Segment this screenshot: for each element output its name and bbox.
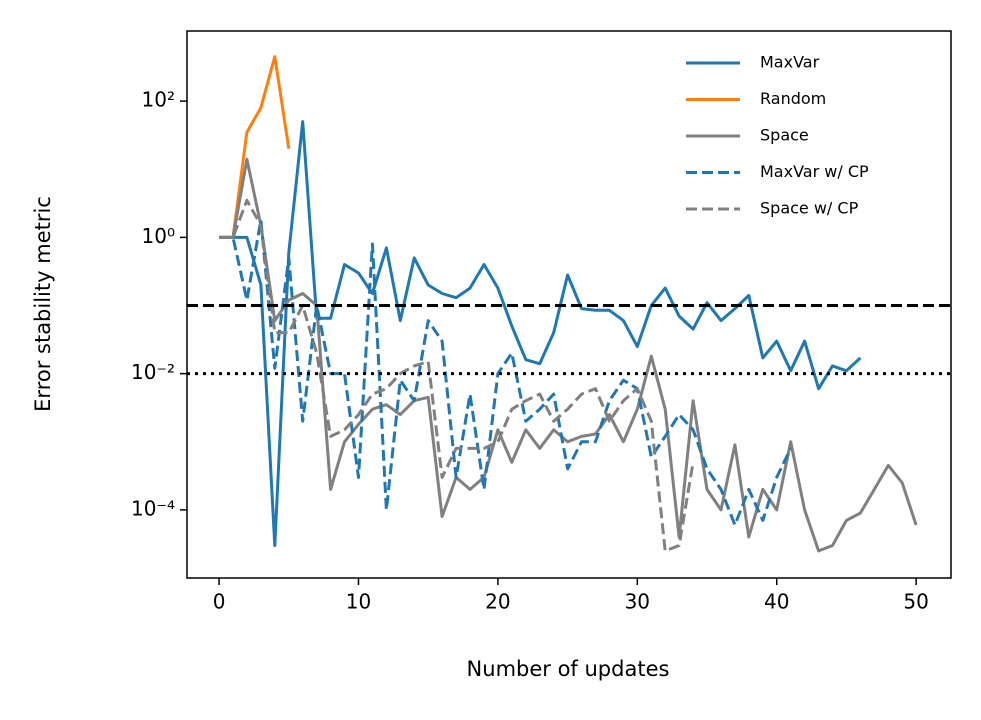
x-tick-label: 50 <box>903 590 928 614</box>
x-axis-label: Number of updates <box>467 657 670 681</box>
legend-label: Space w/ CP <box>760 199 859 218</box>
plot-frame <box>186 30 952 579</box>
legend-label: MaxVar <box>760 53 820 72</box>
y-tick-label: 10⁻² <box>131 360 175 384</box>
series-line <box>219 120 862 547</box>
legend-label: MaxVar w/ CP <box>760 162 869 181</box>
y-tick-label: 10² <box>142 88 175 112</box>
series-line <box>219 157 918 553</box>
x-tick-label: 20 <box>485 590 510 614</box>
y-axis-label: Error stability metric <box>31 196 55 412</box>
legend-label: Space <box>760 126 809 145</box>
x-tick-label: 10 <box>346 590 371 614</box>
series-line <box>231 55 291 238</box>
x-tick-label: 40 <box>764 590 789 614</box>
x-tick-label: 30 <box>625 590 650 614</box>
legend-label: Random <box>760 89 826 108</box>
x-tick-label: 0 <box>213 590 226 614</box>
series-line <box>219 198 695 553</box>
series-line <box>219 218 793 527</box>
y-tick-label: 10⁻⁴ <box>131 496 175 520</box>
y-tick-label: 10⁰ <box>142 224 175 248</box>
